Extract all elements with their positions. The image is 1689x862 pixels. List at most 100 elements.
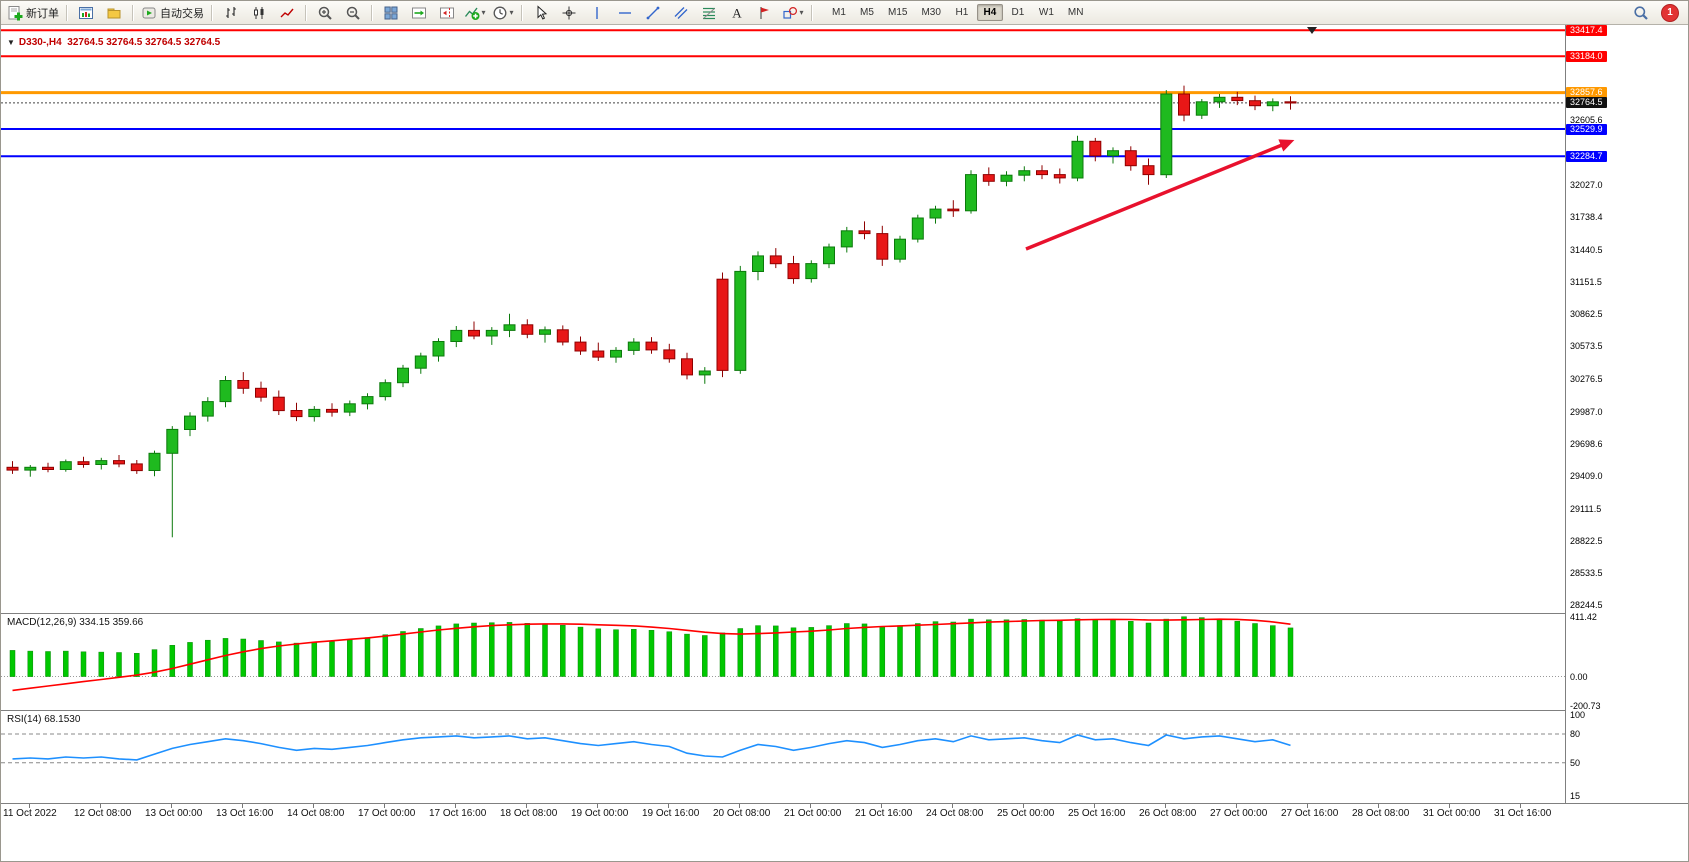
trend-arrow-annotation	[1025, 139, 1295, 251]
search-button[interactable]	[1628, 3, 1654, 23]
zoom-in-button[interactable]	[312, 3, 338, 23]
timeframe-m15[interactable]: M15	[888, 7, 908, 18]
macd-histogram	[9, 616, 1294, 677]
chart-shift-marker[interactable]	[1307, 27, 1317, 34]
time-axis-label: 21 Oct 00:00	[784, 808, 842, 819]
price-axis-label: 30573.5	[1570, 341, 1603, 352]
price-axis-label: 28822.5	[1570, 536, 1603, 546]
time-axis-label: 13 Oct 00:00	[145, 808, 203, 819]
time-axis-label: 18 Oct 08:00	[500, 808, 558, 819]
time-axis-tick	[810, 804, 811, 808]
cursor-button[interactable]	[528, 3, 554, 23]
timeframe-m30[interactable]: M30	[921, 7, 941, 18]
zoom-in-icon	[318, 6, 332, 20]
line-chart-button[interactable]	[274, 3, 300, 23]
timeframe-buttons: M1 M5 M15 M30 H1 H4 D1 W1 MN	[825, 4, 1090, 21]
text-button[interactable]: A	[724, 3, 750, 23]
horizontal-line-button[interactable]	[612, 3, 638, 23]
zoom-out-button[interactable]	[340, 3, 366, 23]
profiles-button[interactable]	[101, 3, 127, 23]
time-axis-tick	[526, 804, 527, 808]
line-chart-icon	[280, 8, 294, 17]
rsi-axis-label: 15	[1570, 791, 1581, 802]
price-axis-label: 32605.6	[1570, 115, 1603, 126]
rsi-pane: RSI(14) 68.1530	[1, 710, 1565, 803]
timeframe-mn[interactable]: MN	[1067, 7, 1084, 18]
price-line-badge: 32764.5	[1566, 97, 1607, 109]
macd-chart[interactable]	[1, 614, 1565, 710]
new-order-button[interactable]: 新订单	[5, 3, 61, 23]
candlestick-chart[interactable]	[1, 25, 1565, 613]
vertical-line-button[interactable]	[584, 3, 610, 23]
time-axis-tick	[1165, 804, 1166, 808]
price-axis-label: 31738.4	[1570, 211, 1603, 222]
time-axis-tick	[29, 804, 30, 808]
time-axis-label: 25 Oct 16:00	[1068, 808, 1126, 819]
time-axis-label: 17 Oct 16:00	[429, 808, 487, 819]
rsi-axis-label: 100	[1570, 709, 1586, 720]
autotrading-button[interactable]: 自动交易	[139, 3, 206, 23]
new-order-icon	[8, 5, 23, 20]
toolbar: 新订单 自动交易	[1, 1, 1688, 25]
price-line-badge: 32284.7	[1566, 150, 1607, 162]
time-axis-label: 20 Oct 08:00	[713, 808, 771, 819]
rsi-chart[interactable]	[1, 711, 1565, 803]
main-price-pane: ▼ D330-,H4 32764.5 32764.5 32764.5 32764.…	[1, 25, 1565, 613]
shapes-button[interactable]: ▾	[780, 3, 806, 23]
candles	[6, 85, 1297, 538]
notification-badge[interactable]: 1	[1661, 3, 1679, 22]
new-chart-button[interactable]	[73, 3, 99, 23]
candlestick-chart-button[interactable]	[246, 3, 272, 23]
macd-signal-line	[12, 618, 1291, 692]
macd-axis-label: -200.73	[1570, 700, 1601, 711]
timeframe-m5[interactable]: M5	[860, 7, 874, 18]
toolbar-separator	[371, 4, 373, 21]
chart-shift-icon	[440, 7, 454, 18]
timeframe-d1[interactable]: D1	[1011, 7, 1025, 18]
trendline-button[interactable]	[640, 3, 666, 23]
price-axis-label: 29111.5	[1570, 503, 1602, 514]
price-axis[interactable]: 33417.4 33184.0 32857.6 32764.5 32605.6 32529…	[1565, 24, 1688, 803]
arrow-label-button[interactable]	[752, 3, 778, 23]
price-axis-label: 28533.5	[1570, 568, 1603, 579]
crosshair-button[interactable]	[556, 3, 582, 23]
time-axis[interactable]: 11 Oct 2022 12 Oct 08:00 13 Oct 00:00 13 Oc…	[1, 803, 1688, 861]
bar-chart-icon	[226, 6, 236, 18]
chart-area: ▼ D330-,H4 32764.5 32764.5 32764.5 32764.…	[1, 24, 1688, 861]
time-axis-label: 21 Oct 16:00	[855, 808, 913, 819]
timeframe-h1[interactable]: H1	[955, 7, 969, 18]
periods-dropdown-icon: ▾	[509, 8, 514, 17]
bar-chart-button[interactable]	[218, 3, 244, 23]
time-axis-tick	[668, 804, 669, 808]
periods-button[interactable]: ▾	[490, 3, 516, 23]
price-line-badge: 32529.9	[1566, 123, 1607, 135]
chart-shift-button[interactable]	[434, 3, 460, 23]
toolbar-right: 1	[1627, 3, 1679, 23]
time-axis-label: 17 Oct 00:00	[358, 808, 416, 819]
tile-windows-icon	[384, 6, 398, 19]
search-icon	[1634, 5, 1648, 20]
price-axis-label: 30276.5	[1570, 374, 1603, 385]
auto-scroll-button[interactable]	[406, 3, 432, 23]
time-axis-tick	[171, 804, 172, 808]
timeframe-w1[interactable]: W1	[1038, 7, 1054, 18]
one-click-trading-collapse-icon[interactable]: ▼	[7, 38, 15, 47]
channel-button[interactable]	[668, 3, 694, 23]
fibonacci-button[interactable]	[696, 3, 722, 23]
time-axis-label: 12 Oct 08:00	[74, 808, 132, 819]
price-axis-label: 32027.0	[1570, 179, 1603, 190]
time-axis-tick	[1094, 804, 1095, 808]
time-axis-tick	[384, 804, 385, 808]
time-axis-label: 31 Oct 16:00	[1494, 808, 1552, 819]
time-axis-tick	[739, 804, 740, 808]
vertical-line-icon	[596, 6, 598, 19]
indicators-button[interactable]: ▾	[462, 3, 488, 23]
timeframe-h4[interactable]: H4	[976, 4, 1003, 21]
price-axis-label: 29409.0	[1570, 470, 1603, 481]
rsi-line	[12, 734, 1291, 761]
crosshair-icon	[562, 6, 576, 19]
time-axis-label: 11 Oct 2022	[3, 808, 57, 819]
timeframe-m1[interactable]: M1	[832, 7, 846, 18]
tile-windows-button[interactable]	[378, 3, 404, 23]
autotrading-icon	[142, 7, 156, 18]
